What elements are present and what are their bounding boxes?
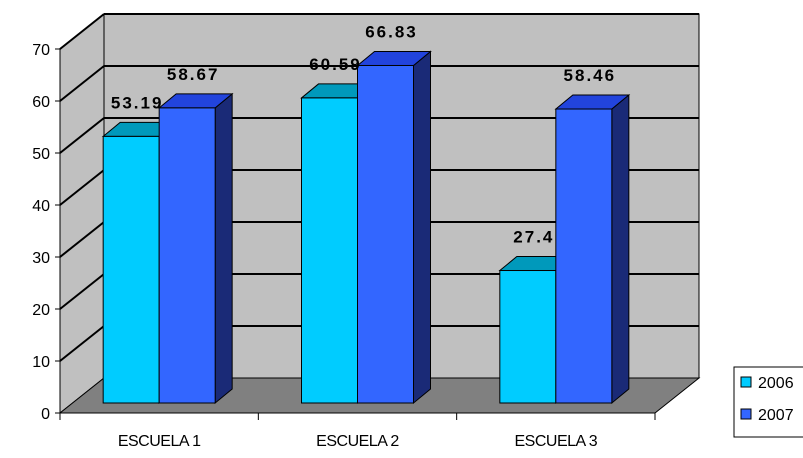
gridline-side <box>59 13 105 50</box>
side-wall <box>59 12 105 415</box>
y-tick-label: 30 <box>32 250 50 267</box>
bar-front <box>357 64 414 404</box>
y-tick-label: 20 <box>32 302 50 319</box>
y-tick-label: 40 <box>32 198 50 215</box>
data-label: 58.67 <box>167 65 220 84</box>
gridline-side <box>59 325 105 362</box>
bar-front <box>102 135 160 404</box>
y-tick-label: 50 <box>32 146 50 163</box>
data-label: 58.46 <box>564 66 617 85</box>
legend: 2006 2007 <box>733 366 803 438</box>
bar-front <box>555 108 613 404</box>
bar-side <box>214 92 233 405</box>
gridline-side <box>59 273 105 310</box>
data-label: 53.19 <box>111 93 164 112</box>
legend-swatch <box>740 376 752 388</box>
data-label: 66.83 <box>365 22 418 41</box>
legend-label: 2007 <box>758 407 794 424</box>
bar-front <box>301 97 358 404</box>
bar-front <box>158 107 216 404</box>
gridline-side <box>59 221 105 258</box>
gridline-side <box>59 117 105 154</box>
bar-front <box>499 270 557 404</box>
bar-2007-0 <box>157 92 234 405</box>
axes: 0 10 20 30 40 50 60 70 ESCUELA 1 ESCUELA 2 ESCUELA… <box>32 42 656 450</box>
bar-2007-1 <box>356 50 432 405</box>
legend-label: 2006 <box>758 375 794 392</box>
data-label: 60.59 <box>309 55 362 74</box>
legend-swatch <box>740 408 752 420</box>
y-tick-label: 60 <box>32 94 50 111</box>
y-tick-label: 0 <box>41 406 50 423</box>
bar-2007-2 <box>554 93 631 405</box>
bars <box>101 50 631 405</box>
x-category-label: ESCUELA 3 <box>515 433 598 450</box>
y-tick-label: 70 <box>32 42 50 59</box>
bar-side <box>413 50 431 405</box>
y-tick-label: 10 <box>32 354 50 371</box>
data-label: 27.4 <box>513 228 554 247</box>
gridline-side <box>59 169 105 206</box>
bar-side <box>611 93 630 405</box>
x-category-label: ESCUELA 1 <box>118 433 201 450</box>
x-category-label: ESCUELA 2 <box>316 433 399 450</box>
gridline-side <box>59 65 105 102</box>
